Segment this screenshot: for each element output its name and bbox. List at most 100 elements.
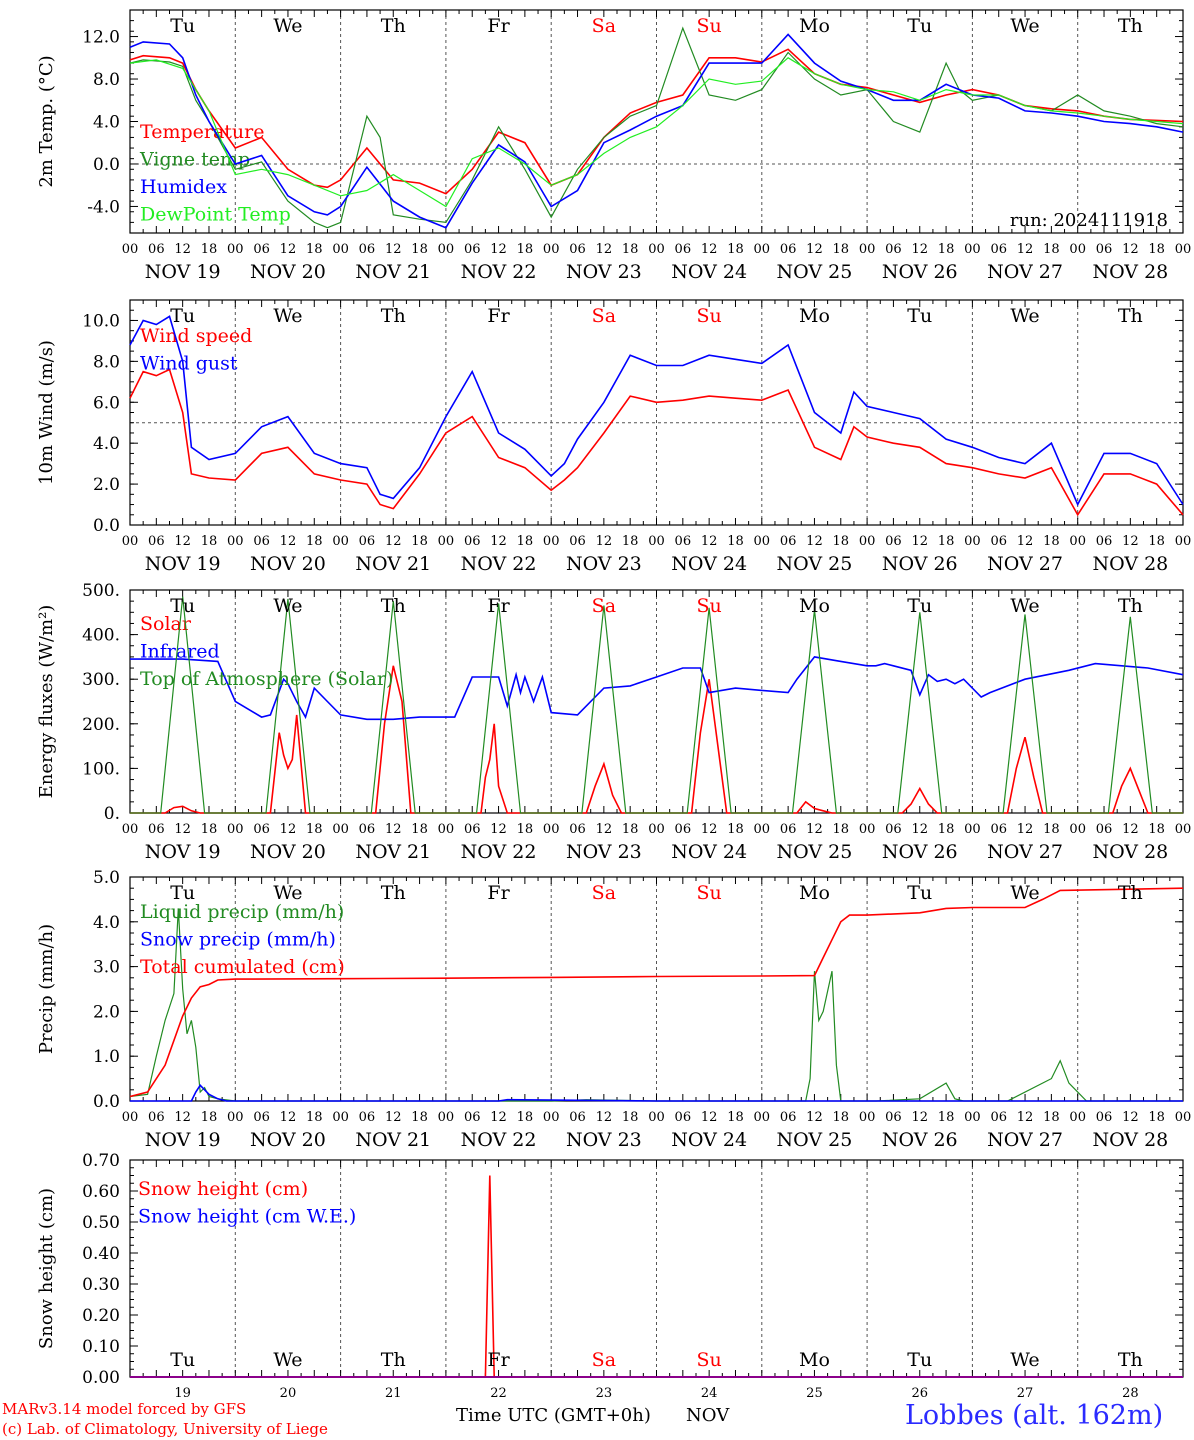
wind-day-label: Mo [799,305,830,327]
precip-day-label: Sa [592,882,616,904]
precip-hour-label: 06 [253,1110,270,1125]
wind-day-label: Tu [170,305,195,327]
wind-series-line-0 [129,368,1184,517]
temp-day-label: We [1010,15,1039,37]
energy-hour-label: 00 [964,822,981,837]
energy-legend-entry-2: Top of Atmosphere (Solar) [140,668,393,690]
temp-frame [129,9,1184,234]
precip-y-tick-label: 4.0 [93,913,120,933]
precip-y-tick-label: 3.0 [93,958,120,978]
wind-hour-label: 00 [1069,534,1086,549]
snow-day-number: 26 [911,1386,928,1401]
snow-y-tick-label: 0.00 [82,1368,120,1388]
precip-hour-label: 12 [280,1110,297,1125]
temp-hour-label: 12 [806,242,823,257]
temp-hour-label: 06 [148,242,165,257]
precip-hour-label: 00 [122,1110,139,1125]
temp-legend-entry-0: Temperature [140,121,264,143]
energy-hour-label: 00 [648,822,665,837]
energy-hour-label: 18 [306,822,323,837]
wind-date-label: NOV 19 [145,553,221,575]
precip-hour-label: 06 [780,1110,797,1125]
precip-legend-entry-2: Total cumulated (cm) [140,956,345,978]
energy-day-label: Mo [799,595,830,617]
energy-hour-label: 12 [280,822,297,837]
temp-hour-label: 00 [754,242,771,257]
precip-date-label: NOV 21 [355,1129,431,1151]
temp-hour-label: 18 [622,242,639,257]
precip-hour-label: 18 [833,1110,850,1125]
wind-date-label: NOV 24 [671,553,747,575]
wind-hour-label: 00 [1175,534,1192,549]
wind-hour-label: 18 [938,534,955,549]
precip-day-label: Tu [907,882,932,904]
wind-hour-label: 12 [1122,534,1139,549]
precip-series-line-1 [130,1084,1183,1102]
wind-day-label: Su [697,305,722,327]
lab-credit-line: (c) Lab. of Climatology, University of L… [2,1420,328,1438]
energy-date-label: NOV 28 [1092,841,1168,863]
precip-hour-label: 18 [938,1110,955,1125]
precip-hour-label: 00 [543,1110,560,1125]
temp-hour-label: 06 [1096,242,1113,257]
wind-hour-label: 06 [675,534,692,549]
snow-day-number: 19 [174,1386,191,1401]
precip-hour-label: 18 [622,1110,639,1125]
temp-legend-entry-1: Vigne temp [139,149,250,171]
precip-hour-label: 18 [306,1110,323,1125]
precip-hour-label: 06 [885,1110,902,1125]
temp-series-line-2 [129,33,1184,229]
wind-hour-label: 18 [201,534,218,549]
snow-day-label: Fr [487,1349,510,1371]
wind-hour-label: 06 [1096,534,1113,549]
wind-y-tick-label: 2.0 [93,475,120,495]
temp-day-label: Mo [799,15,830,37]
temp-hour-label: 06 [253,242,270,257]
wind-hour-label: 18 [622,534,639,549]
precip-hour-label: 12 [385,1110,402,1125]
wind-hour-label: 06 [990,534,1007,549]
snow-day-label: Sa [592,1349,616,1371]
precip-hour-label: 18 [201,1110,218,1125]
snow-legend-entry-1: Snow height (cm W.E.) [138,1206,356,1228]
snow-day-label: Su [697,1349,722,1371]
precip-hour-label: 12 [701,1110,718,1125]
energy-date-label: NOV 23 [566,841,642,863]
precip-y-tick-label: 0.0 [93,1092,120,1112]
snow-y-tick-label: 0.40 [82,1244,120,1264]
precip-hour-label: 00 [648,1110,665,1125]
precip-hour-label: 12 [1017,1110,1034,1125]
temp-hour-label: 12 [1017,242,1034,257]
temp-day-label: Tu [907,15,932,37]
wind-day-label: We [1010,305,1039,327]
temp-date-label: NOV 22 [461,261,537,283]
energy-hour-label: 06 [780,822,797,837]
precip-hour-label: 00 [1175,1110,1192,1125]
precip-legend-entry-0: Liquid precip (mm/h) [140,901,344,923]
energy-day-label: Sa [592,595,616,617]
temp-series-line-3 [129,57,1184,208]
precip-legend-entry-1: Snow precip (mm/h) [140,929,336,951]
energy-legend-entry-1: Infrared [140,641,220,663]
temp-hour-label: 00 [227,242,244,257]
precip-day-label: Th [381,882,406,904]
snow-day-label: We [1010,1349,1039,1371]
energy-hour-label: 18 [622,822,639,837]
temp-series-line-0 [129,48,1184,195]
energy-day-label: Fr [487,595,510,617]
model-credit-line: MARv3.14 model forced by GFS [2,1400,247,1418]
snow-day-number: 20 [280,1386,297,1401]
energy-day-label: We [273,595,302,617]
temp-hour-label: 18 [411,242,428,257]
energy-hour-label: 00 [227,822,244,837]
wind-hour-label: 00 [859,534,876,549]
energy-date-label: NOV 24 [671,841,747,863]
precip-hour-label: 06 [990,1110,1007,1125]
energy-hour-label: 00 [332,822,349,837]
energy-day-label: Tu [907,595,932,617]
energy-hour-label: 18 [201,822,218,837]
precip-hour-label: 00 [1069,1110,1086,1125]
temp-hour-label: 06 [359,242,376,257]
temp-date-label: NOV 26 [882,261,958,283]
energy-frame [129,589,1184,814]
